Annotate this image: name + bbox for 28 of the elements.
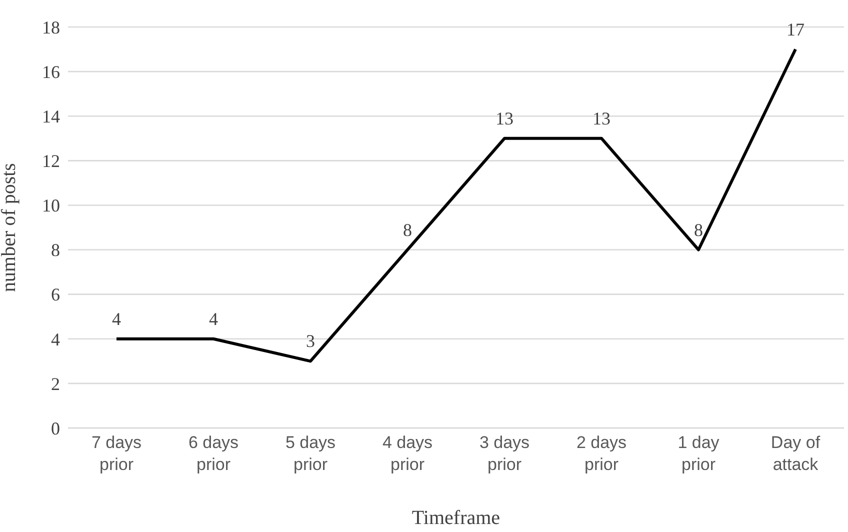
y-tick-label: 0 <box>51 418 60 438</box>
x-tick-label: 7 days prior <box>91 433 142 474</box>
y-tick-label: 14 <box>42 106 60 126</box>
data-label: 8 <box>403 220 412 240</box>
x-tick-label: 5 days prior <box>285 433 336 474</box>
x-tick-label: 3 days prior <box>479 433 530 474</box>
data-label: 3 <box>306 331 315 352</box>
y-tick-label: 4 <box>51 329 60 350</box>
data-label: 8 <box>694 220 703 240</box>
y-tick-label: 12 <box>42 151 60 172</box>
x-tick-label: 6 days prior <box>188 433 239 474</box>
y-axis-title: number of posts <box>0 162 20 292</box>
x-tick-label: 1 day prior <box>678 433 720 474</box>
x-tick-label: Day of attack <box>770 433 820 474</box>
x-tick-label: 4 days prior <box>382 433 433 474</box>
y-tick-label: 16 <box>42 62 60 82</box>
data-label: 4 <box>112 308 121 329</box>
data-label: 4 <box>209 308 218 329</box>
y-tick-label: 18 <box>42 17 60 38</box>
y-tick-label: 2 <box>51 374 60 394</box>
data-label: 17 <box>786 19 804 40</box>
y-tick-label: 10 <box>42 196 60 216</box>
y-tick-label: 6 <box>51 284 60 305</box>
x-tick-label: 2 days prior <box>576 433 627 474</box>
data-label: 13 <box>592 108 610 128</box>
data-label: 13 <box>496 108 514 128</box>
y-tick-label: 8 <box>51 240 60 260</box>
x-axis-title: Timeframe <box>412 507 500 529</box>
